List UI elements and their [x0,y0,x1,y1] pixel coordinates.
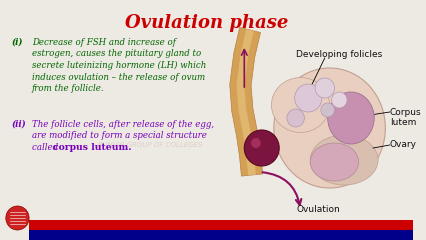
Bar [29,220,413,230]
Ellipse shape [328,92,374,144]
Text: Ovary: Ovary [390,140,417,149]
Text: lutem: lutem [390,118,416,127]
Circle shape [295,84,322,112]
Text: from the follicle.: from the follicle. [32,84,105,93]
Ellipse shape [310,143,359,181]
Circle shape [251,138,261,148]
Circle shape [331,92,347,108]
Ellipse shape [271,78,330,132]
Text: Corpus: Corpus [390,108,421,117]
Text: (ii): (ii) [12,120,26,129]
Text: secrete luteinizing hormone (LH) which: secrete luteinizing hormone (LH) which [32,61,206,70]
Circle shape [321,103,334,117]
Ellipse shape [274,68,386,188]
Text: (i): (i) [12,38,23,47]
Circle shape [6,206,29,230]
Text: are modified to form a special structure: are modified to form a special structure [32,132,207,140]
Text: Ovulation: Ovulation [296,205,340,214]
Text: Developing folicles: Developing folicles [296,50,383,59]
Text: Decrease of FSH and increase of: Decrease of FSH and increase of [32,38,176,47]
Circle shape [244,130,279,166]
Text: estrogen, causes the pituitary gland to: estrogen, causes the pituitary gland to [32,49,201,59]
PathPatch shape [230,27,263,176]
Circle shape [287,109,305,127]
Text: called: called [32,143,61,152]
Text: Ovulation phase: Ovulation phase [125,14,288,32]
Text: induces ovulation – the release of ovum: induces ovulation – the release of ovum [32,72,205,82]
Bar [29,230,413,240]
Text: corpus luteum.: corpus luteum. [53,143,132,152]
Text: PUNJAB GROUP OF COLLEGES: PUNJAB GROUP OF COLLEGES [98,142,202,148]
PathPatch shape [236,29,256,175]
Text: The follicle cells, after release of the egg,: The follicle cells, after release of the… [32,120,214,129]
Ellipse shape [310,135,378,185]
Circle shape [315,78,334,98]
